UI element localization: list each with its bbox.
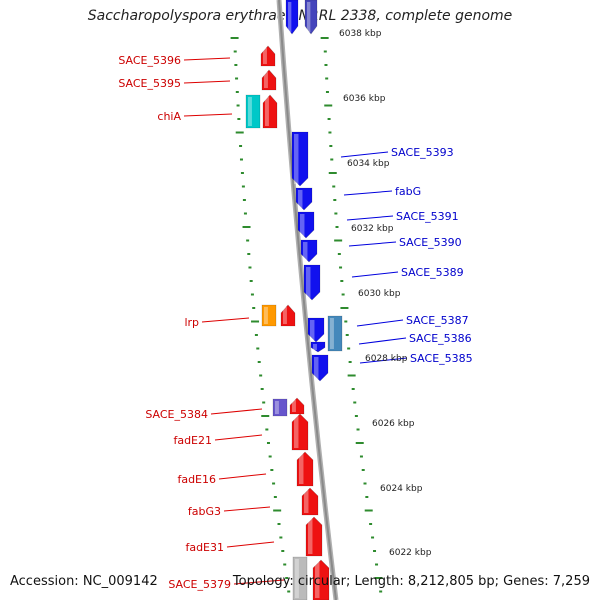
leader-line [201,317,250,323]
genome-backbone [276,0,339,600]
leader-line [218,473,267,480]
gene-label-fade31[interactable]: fadE31 [185,541,224,554]
leader-line [358,337,407,345]
genome-summary-text: Topology: circular; Length: 8,212,805 bp… [232,574,590,589]
gene-fade31[interactable] [305,516,323,557]
gene-top-blue-a[interactable] [285,0,299,35]
gene-sace-5387[interactable] [327,315,343,352]
gene-labels: SACE_5396 SACE_5395 chiA lrp SACE_5384 fadE21… [118,54,472,591]
backbone-core [278,0,337,600]
leader-line [226,541,275,548]
gene-sace-5389[interactable] [303,264,321,301]
gene-label-sace-5384[interactable]: SACE_5384 [145,408,208,421]
gene-sace-5384[interactable] [272,398,288,417]
tick-marks [230,37,383,593]
gene-lrp[interactable] [261,304,277,327]
gene-label-fabg[interactable]: fabG [395,185,421,198]
leader-line [223,506,271,512]
scale-label-6022-kbp: 6022 kbp [389,548,432,558]
gene-label-chia[interactable]: chiA [157,110,181,123]
gene-label-sace-5379[interactable]: SACE_5379 [168,578,231,591]
scale-label-6026-kbp: 6026 kbp [372,419,415,429]
scale-labels: 6038 kbp 6036 kbp 6034 kbp 6032 kbp 6030 kbp… [339,29,432,558]
gene-label-sace-5390[interactable]: SACE_5390 [399,236,462,249]
scale-label-6030-kbp: 6030 kbp [358,289,401,299]
gene-top-blue-b[interactable] [304,0,318,35]
gene-label-fade21[interactable]: fadE21 [173,434,212,447]
gene-lrp-adjacent[interactable] [280,304,296,327]
accession-text: Accession: NC_009142 [10,574,158,589]
scale-label-6032-kbp: 6032 kbp [351,224,394,234]
gene-grey-gene[interactable] [292,556,308,600]
gene-sace-5393[interactable] [291,131,309,187]
gene-label-fade16[interactable]: fadE16 [177,473,216,486]
gene-fade21[interactable] [291,413,309,451]
gene-label-lrp[interactable]: lrp [184,316,199,329]
leader-line [183,57,231,61]
leader-line [348,241,397,247]
gene-features [245,0,343,600]
scale-label-6024-kbp: 6024 kbp [380,484,423,494]
map-title: Saccharopolyspora erythraea NRRL 2338, c… [87,8,513,24]
gene-label-sace-5395[interactable]: SACE_5395 [118,77,181,90]
leader-line [359,357,408,364]
gene-label-sace-5391[interactable]: SACE_5391 [396,210,459,223]
scale-label-6036-kbp: 6036 kbp [343,94,386,104]
gene-label-sace-5396[interactable]: SACE_5396 [118,54,181,67]
gene-sace-5384-adjacent[interactable] [289,397,305,415]
leader-line [183,80,231,84]
leader-line [340,151,389,158]
gene-sace-5386[interactable] [307,317,325,343]
leader-line [183,113,233,117]
label-leaders [183,57,408,585]
leader-line [210,408,263,415]
gene-fabg[interactable] [295,187,313,211]
leader-line [233,579,285,585]
scale-label-6034-kbp: 6034 kbp [347,159,390,169]
gene-sace-5390[interactable] [300,239,318,263]
gene-sace-5395[interactable] [261,69,277,91]
scale-label-6038-kbp: 6038 kbp [339,29,382,39]
gene-sace-5391[interactable] [297,211,315,239]
gene-sace-5396[interactable] [260,45,276,67]
leader-line [351,271,399,278]
gene-sace-5386-b[interactable] [310,341,326,353]
gene-sace-5395-adjacent[interactable] [262,94,278,129]
leader-line [356,319,404,327]
gene-sace-5385[interactable] [311,354,329,382]
gene-sace-5379[interactable] [312,559,330,600]
gene-chia[interactable] [245,94,261,129]
gene-label-sace-5386[interactable]: SACE_5386 [409,332,472,345]
gene-fade16[interactable] [296,451,314,487]
leader-line [343,190,393,196]
leader-line [346,215,394,221]
gene-fabg3[interactable] [301,487,319,516]
gene-label-sace-5393[interactable]: SACE_5393 [391,146,454,159]
scale-label-6028-kbp: 6028 kbp [365,354,408,364]
gene-label-sace-5387[interactable]: SACE_5387 [406,314,469,327]
gene-label-fabg3[interactable]: fabG3 [188,505,221,518]
gene-label-sace-5389[interactable]: SACE_5389 [401,266,464,279]
leader-line [214,434,263,441]
gene-label-sace-5385[interactable]: SACE_5385 [410,352,473,365]
